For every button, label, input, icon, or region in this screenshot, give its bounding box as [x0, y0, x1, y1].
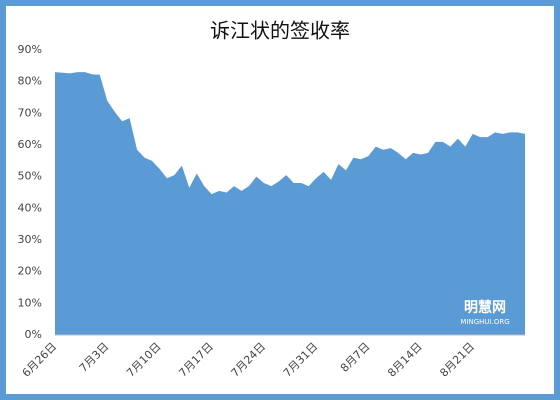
watermark-site: MINGHUI.ORG — [460, 318, 509, 326]
y-tick-label: 10% — [18, 296, 42, 309]
area — [55, 72, 525, 336]
y-tick-label: 80% — [18, 75, 42, 88]
y-tick-label: 0% — [25, 328, 42, 341]
chart-title: 诉江状的签收率 — [210, 19, 350, 43]
y-tick-label: 60% — [18, 138, 42, 151]
y-tick-label: 30% — [18, 233, 42, 246]
y-tick-label: 50% — [18, 170, 42, 183]
y-tick-label: 40% — [18, 201, 42, 214]
y-tick-label: 90% — [18, 43, 42, 56]
watermark: 明慧网 — [464, 299, 506, 316]
y-tick-label: 20% — [18, 265, 42, 278]
y-tick-label: 70% — [18, 106, 42, 119]
